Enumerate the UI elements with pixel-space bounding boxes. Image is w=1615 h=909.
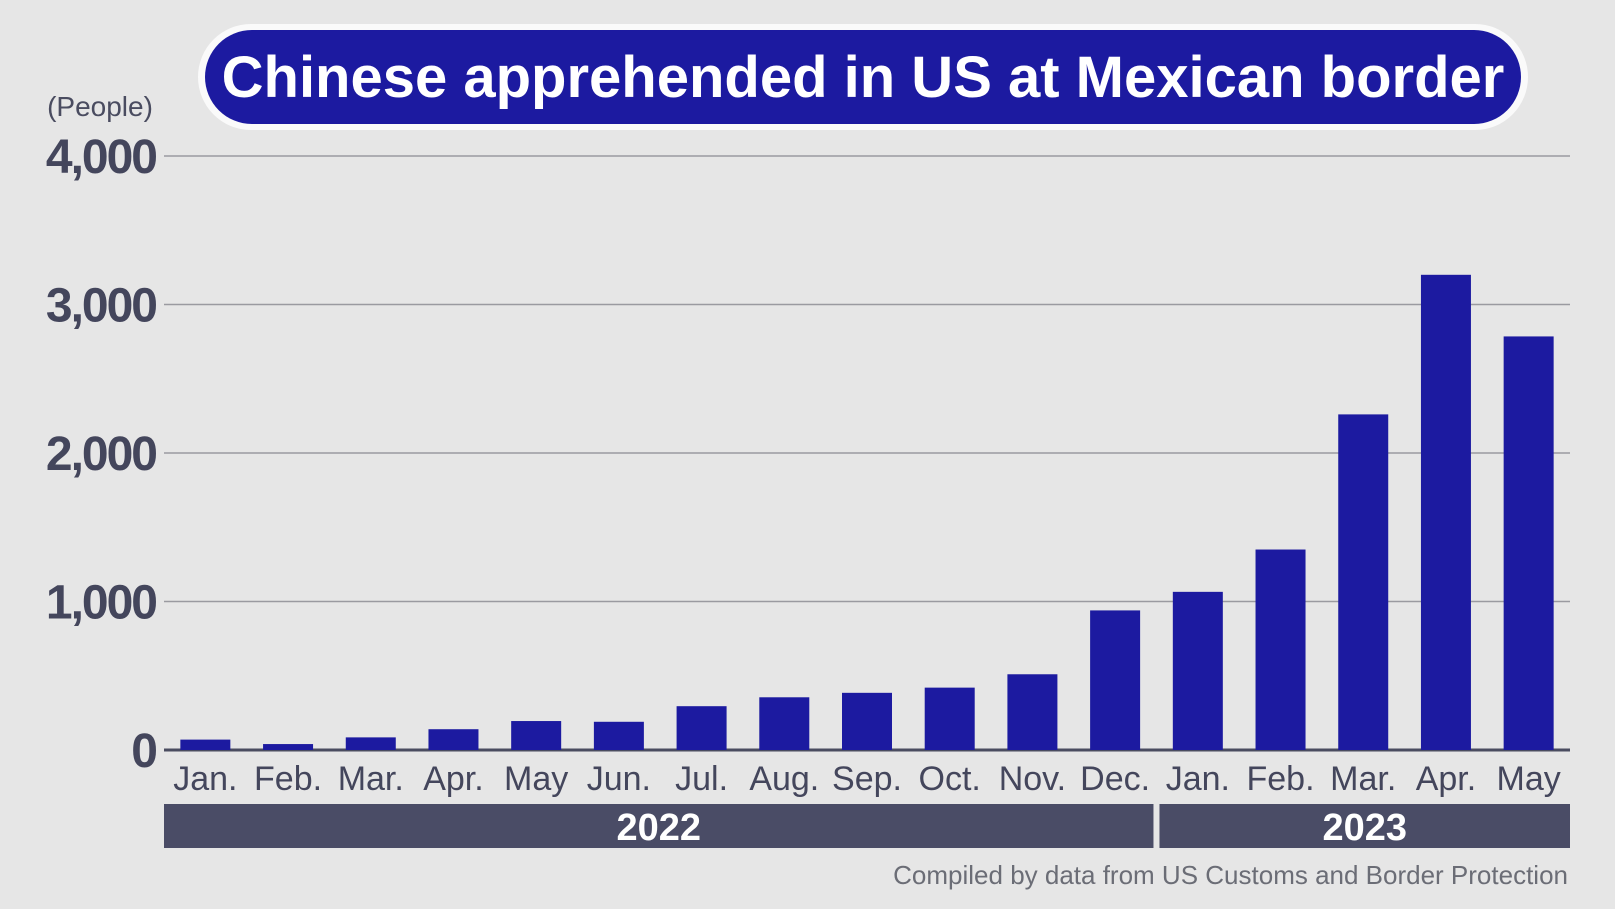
x-tick-label: Mar. [338,760,404,798]
x-tick-label: Apr. [1416,760,1476,798]
bar [1172,591,1223,750]
bar [1503,336,1554,750]
bar [924,687,975,750]
bar [511,721,562,750]
chart-title: Chinese apprehended in US at Mexican bor… [205,30,1521,124]
bar [676,706,727,750]
bar [1255,549,1306,750]
bar [345,737,396,750]
bar [759,697,810,750]
x-tick-label: Jan. [173,760,237,798]
x-tick-label: May [1497,760,1561,798]
bar [593,721,644,750]
year-label: 2022 [616,807,701,849]
x-tick-label: Jun. [587,760,651,798]
bar [1090,610,1141,750]
gridlines [164,155,1570,752]
bar [1420,274,1471,750]
x-tick-label: Feb. [1247,760,1315,798]
x-tick-label: Feb. [254,760,322,798]
x-tick-label: Aug. [749,760,819,798]
y-tick-label: 1,000 [46,577,156,630]
bar [263,744,314,750]
x-tick-label: Dec. [1080,760,1150,798]
y-tick-label: 4,000 [46,131,156,184]
x-tick-label: Jul. [675,760,728,798]
x-tick-label: Oct. [919,760,981,798]
y-axis-unit-label: (People) [47,91,153,122]
x-tick-label: Apr. [423,760,483,798]
y-tick-label: 0 [131,725,156,778]
bar [1007,674,1058,750]
bar [1338,414,1389,750]
source-note: Compiled by data from US Customs and Bor… [893,860,1568,890]
year-band [1159,804,1570,848]
x-tick-label: May [504,760,568,798]
x-axis-ticks: Jan. Feb. Mar. Apr. May Jun. Jul. Aug. Sep. Oct. N… [173,760,1561,798]
x-tick-label: Jan. [1166,760,1230,798]
bar [842,692,892,750]
bars [180,274,1554,750]
y-axis-ticks: 0 1,000 2,000 3,000 4,000 [46,131,158,778]
x-tick-label: Mar. [1330,760,1396,798]
y-tick-label: 2,000 [46,428,156,481]
year-label: 2023 [1322,807,1407,849]
x-tick-label: Sep. [832,760,902,798]
year-band [164,804,1154,848]
x-tick-label: Nov. [999,760,1066,798]
bar [428,729,479,750]
year-bands: 2022 2023 [164,804,1570,849]
bar [180,739,231,750]
y-tick-label: 3,000 [46,280,156,333]
